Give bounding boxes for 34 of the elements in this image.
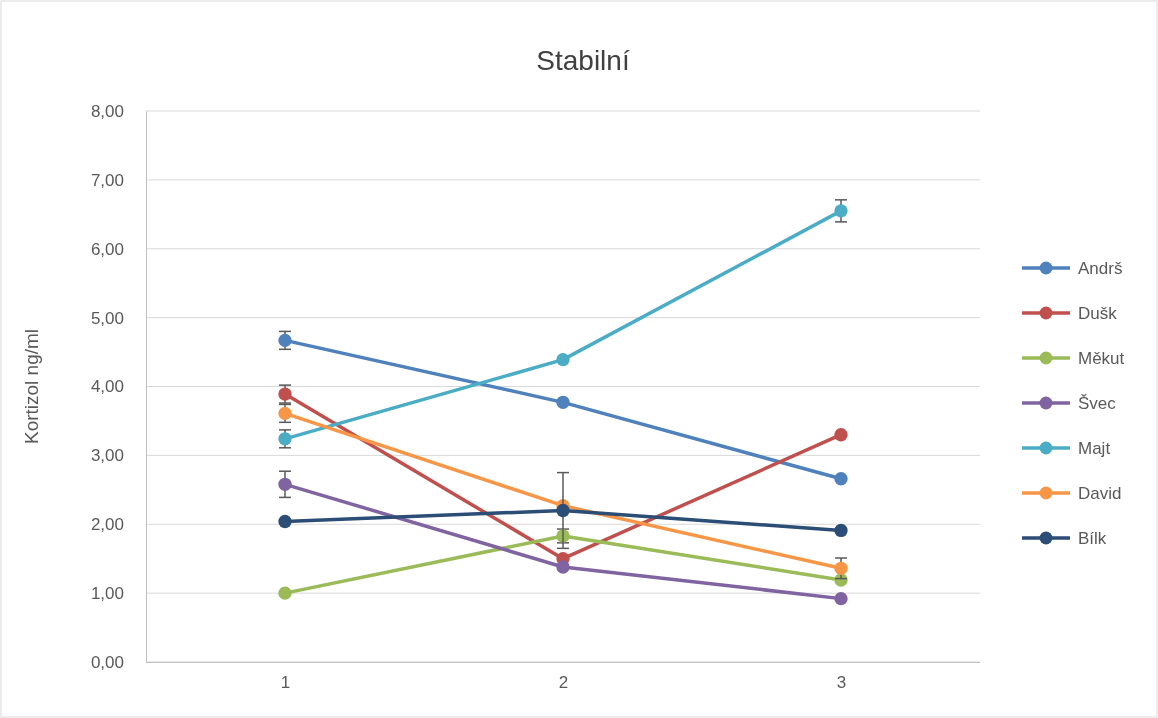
y-tick-label: 2,00: [90, 515, 124, 535]
point: [834, 523, 848, 538]
x-tick-label: 2: [558, 673, 569, 693]
point: [834, 591, 848, 606]
legend-label: Dušk: [1078, 303, 1118, 323]
point: [834, 472, 848, 486]
y-tick-label: 3,00: [90, 446, 124, 466]
legend-label: Andrš: [1078, 258, 1123, 278]
legend-label: Majt: [1078, 438, 1111, 458]
y-tick-label: 7,00: [90, 170, 124, 190]
legend-label: Měkut: [1078, 348, 1125, 368]
y-tick-label: 1,00: [90, 584, 124, 604]
point: [278, 514, 292, 529]
point: [556, 560, 570, 574]
y-tick-label: 6,00: [90, 239, 124, 259]
point: [834, 204, 848, 218]
legend-label: David: [1078, 483, 1122, 503]
point: [278, 586, 292, 600]
point: [834, 428, 848, 442]
y-tick-label: 8,00: [90, 101, 124, 121]
point: [556, 352, 570, 367]
x-tick-label: 1: [280, 673, 291, 693]
point: [556, 395, 570, 409]
y-tick-label: 4,00: [90, 377, 124, 397]
y-tick-label: 0,00: [90, 652, 124, 672]
chart-title: Stabilní: [536, 45, 630, 76]
legend-label: Švec: [1078, 393, 1117, 413]
point: [278, 477, 292, 491]
legend-label: Bílk: [1078, 528, 1107, 548]
y-axis-title: Kortizol ng/ml: [21, 328, 42, 445]
y-tick-label: 5,00: [90, 308, 124, 328]
point: [834, 561, 848, 575]
point: [556, 503, 570, 518]
x-tick-label: 3: [836, 673, 847, 693]
